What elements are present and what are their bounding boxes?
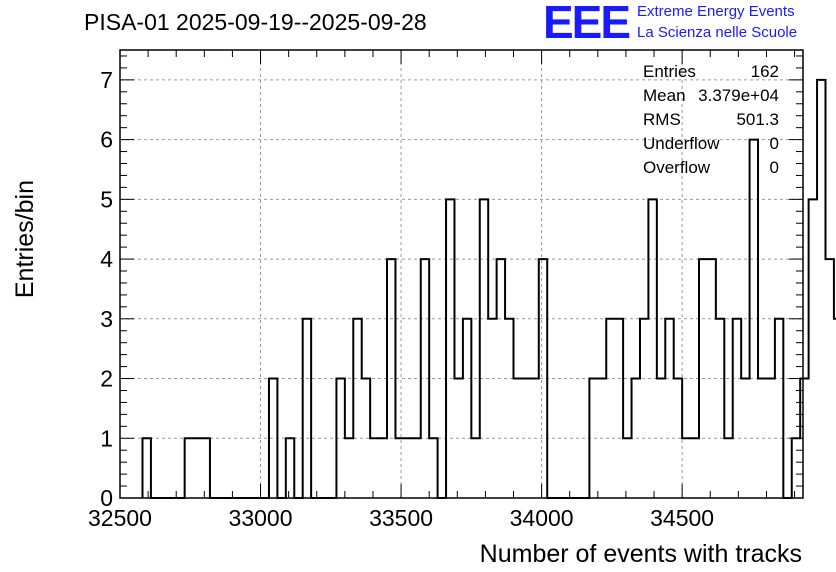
logo-subtitle-line2: La Scienza nelle Scuole xyxy=(637,24,798,41)
axis-ticks xyxy=(119,50,803,499)
histogram-bin xyxy=(142,438,150,498)
y-axis-label: Entries/bin xyxy=(11,180,39,298)
stat-value: 3.379e+04 xyxy=(698,86,779,105)
y-tick-label: 6 xyxy=(100,127,113,153)
x-tick-label: 32500 xyxy=(88,505,152,531)
histogram-bin xyxy=(404,438,412,498)
stat-label: Entries xyxy=(643,62,696,81)
stat-row-rms: RMS 501.3 xyxy=(643,108,779,132)
histogram-bin xyxy=(488,319,496,498)
x-tick-label: 33000 xyxy=(229,505,293,531)
histogram-bin xyxy=(817,80,825,498)
stat-row-overflow: Overflow 0 xyxy=(643,156,779,180)
stat-label: Mean xyxy=(643,86,686,105)
histogram-bin xyxy=(716,319,724,498)
x-tick-label: 34500 xyxy=(650,505,714,531)
y-tick-label: 2 xyxy=(100,366,113,392)
histogram-bin xyxy=(623,438,631,498)
plot-frame xyxy=(119,49,804,499)
x-axis-label: Number of events with tracks xyxy=(480,540,802,568)
y-tick-label: 4 xyxy=(100,246,113,272)
chart-title: PISA-01 2025-09-19--2025-09-28 xyxy=(84,9,427,35)
histogram-bin xyxy=(733,319,741,498)
stats-box: Entries 162 Mean 3.379e+04 RMS 501.3 Underflow… xyxy=(643,60,779,180)
stat-label: Underflow xyxy=(643,134,720,153)
histogram-bin xyxy=(471,438,479,498)
stat-value: 0 xyxy=(769,158,779,177)
histogram-bin xyxy=(303,319,311,498)
histogram-bin xyxy=(286,438,294,498)
tick-labels: 0 1 2 3 4 5 6 7 32500 33000 33500 34000 34500 xyxy=(88,67,714,531)
stat-value: 162 xyxy=(750,62,779,81)
y-tick-label: 0 xyxy=(100,485,113,511)
histogram-bin xyxy=(345,438,353,498)
stat-row-entries: Entries 162 xyxy=(643,60,779,84)
histogram-bin xyxy=(691,438,699,498)
y-tick-label: 5 xyxy=(100,186,113,212)
histogram-bin xyxy=(640,319,648,498)
y-tick-label: 1 xyxy=(100,425,113,451)
histogram-bin xyxy=(480,199,488,498)
histogram-bin xyxy=(395,438,403,498)
x-tick-label: 33500 xyxy=(369,505,433,531)
histogram-bin xyxy=(379,438,387,498)
histogram-bin xyxy=(724,438,732,498)
histogram-bin xyxy=(412,438,420,498)
histogram-bin xyxy=(193,438,201,498)
stat-value: 0 xyxy=(769,134,779,153)
histogram-bin xyxy=(792,438,800,498)
histogram-bin xyxy=(648,199,656,498)
stat-label: Overflow xyxy=(643,158,711,177)
histogram-bin xyxy=(682,438,690,498)
stat-row-mean: Mean 3.379e+04 xyxy=(643,84,779,108)
histogram-bin xyxy=(809,199,817,498)
histogram-bin xyxy=(463,319,471,498)
logo-subtitle-line1: Extreme Energy Events xyxy=(637,3,795,20)
histogram-bin xyxy=(775,319,783,498)
histogram-bin xyxy=(370,438,378,498)
histogram-bin xyxy=(446,199,454,498)
histogram-bin xyxy=(505,319,513,498)
eee-logo: EEE xyxy=(543,0,631,48)
histogram-bin xyxy=(429,438,437,498)
histogram-bin xyxy=(615,319,623,498)
histogram-bin xyxy=(353,319,361,498)
x-tick-label: 34000 xyxy=(510,505,574,531)
stat-value: 501.3 xyxy=(736,110,779,129)
histogram-bin xyxy=(825,259,833,498)
histogram-bin xyxy=(665,319,673,498)
stat-row-underflow: Underflow 0 xyxy=(643,132,779,156)
y-tick-label: 7 xyxy=(100,67,113,93)
histogram-outline xyxy=(141,78,836,499)
histogram-bin xyxy=(185,438,193,498)
histogram-bin xyxy=(202,438,210,498)
stat-label: RMS xyxy=(643,110,681,129)
histogram-bin xyxy=(606,319,614,498)
y-tick-label: 3 xyxy=(100,306,113,332)
